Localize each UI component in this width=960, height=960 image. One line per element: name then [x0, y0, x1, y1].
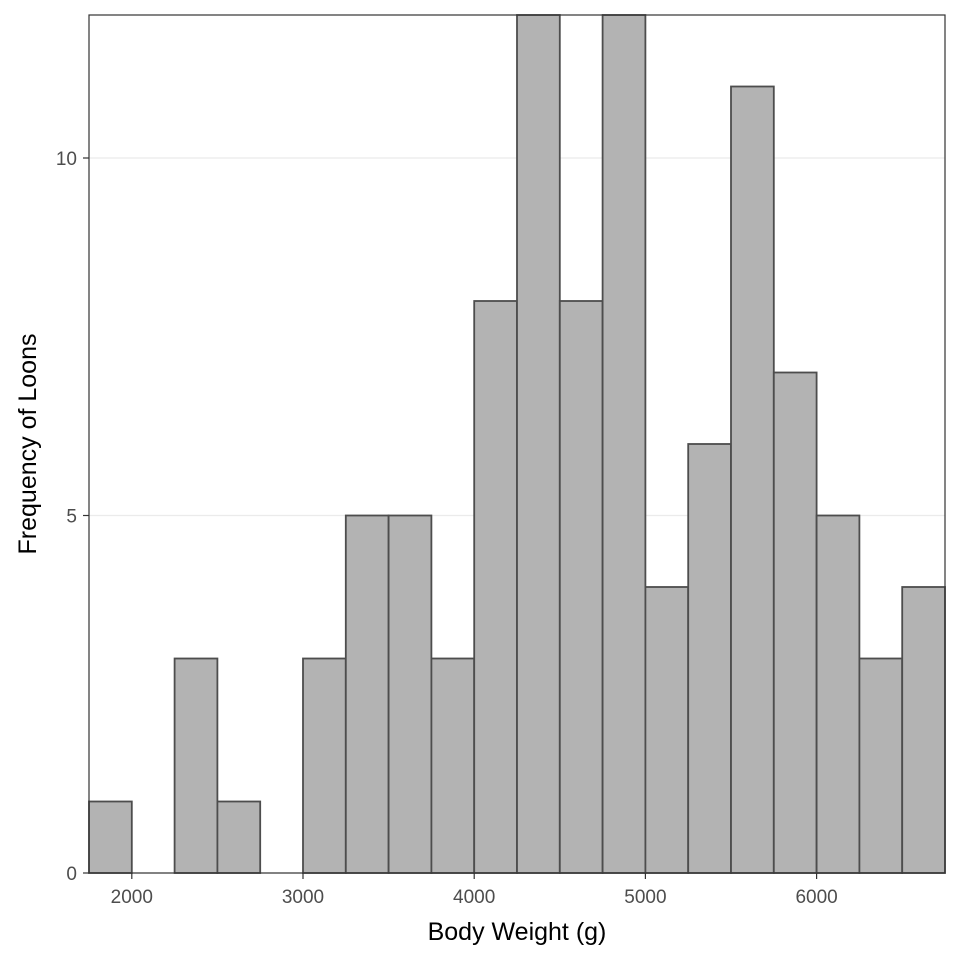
histogram-bar-13 — [644, 586, 690, 874]
bars — [88, 14, 946, 874]
y-axis: 0 5 10 — [56, 149, 89, 885]
y-tick-label-5: 5 — [66, 507, 77, 528]
x-axis-title: Body Weight (g) — [428, 918, 607, 946]
histogram-bar-10 — [516, 14, 561, 874]
x-axis: 2000 3000 4000 5000 6000 — [111, 873, 838, 908]
histogram-bar-9 — [473, 300, 518, 874]
y-axis-title: Frequency of Loons — [14, 334, 42, 555]
histogram-bar-12 — [601, 14, 647, 874]
x-tick-label-4000: 4000 — [453, 887, 495, 908]
histogram-bar-0 — [88, 800, 133, 874]
histogram-bar-14 — [687, 443, 732, 874]
x-tick-label-5000: 5000 — [624, 887, 666, 908]
x-tick-label-3000: 3000 — [282, 887, 324, 908]
x-tick-label-6000: 6000 — [795, 887, 837, 908]
histogram-bar-5 — [302, 657, 347, 874]
histogram-bar-19 — [901, 586, 946, 874]
y-tick-label-10: 10 — [56, 149, 77, 170]
histogram-bar-7 — [387, 514, 433, 874]
histogram-bar-17 — [815, 514, 861, 874]
x-tick-label-2000: 2000 — [111, 887, 153, 908]
histogram-bar-2 — [173, 657, 219, 874]
panel-border — [88, 14, 946, 874]
histogram-bar-16 — [772, 371, 818, 874]
histogram-bar-18 — [858, 657, 904, 874]
histogram-bar-3 — [216, 800, 262, 874]
histogram-bar-15 — [730, 85, 775, 874]
histogram-bar-6 — [344, 514, 390, 874]
histogram-bar-11 — [558, 300, 604, 874]
y-tick-label-0: 0 — [66, 864, 77, 885]
histogram-bar-8 — [430, 657, 476, 874]
